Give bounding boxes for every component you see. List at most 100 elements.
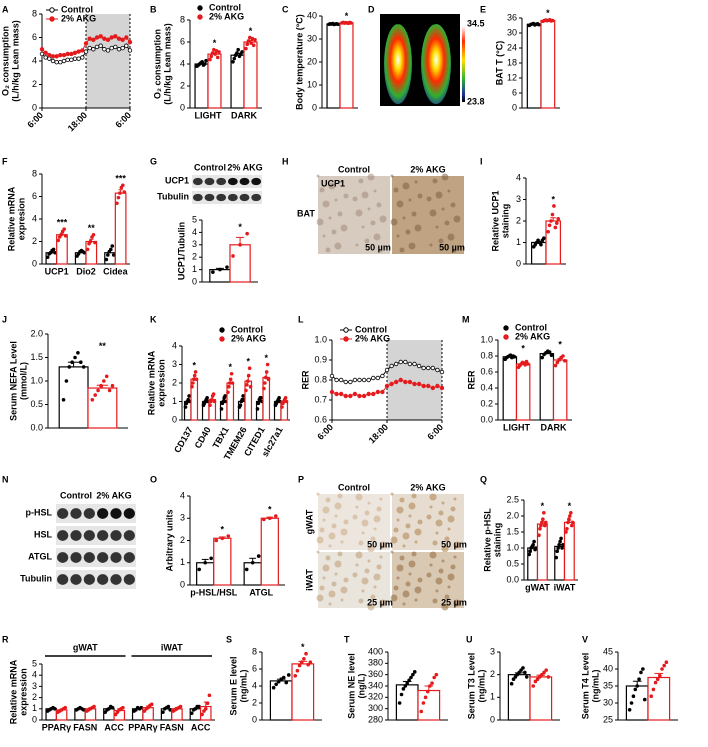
data-point <box>549 353 554 358</box>
data-point <box>246 39 251 43</box>
data-point <box>263 381 267 385</box>
micrograph-texture <box>376 506 382 512</box>
panel-letter: E <box>480 4 486 14</box>
micrograph-texture <box>408 242 416 250</box>
data-point <box>552 204 556 208</box>
data-point <box>407 379 413 385</box>
data-point <box>107 388 112 393</box>
data-point <box>277 396 281 400</box>
micrograph-texture <box>367 545 375 553</box>
x-tick-label: PPARγ <box>128 722 157 732</box>
micrograph-texture <box>402 544 406 548</box>
data-point <box>231 254 235 258</box>
legend-marker <box>197 14 203 20</box>
data-point <box>226 390 230 395</box>
micrograph-texture <box>390 174 394 178</box>
bar <box>545 220 561 265</box>
bar <box>647 676 671 721</box>
significance: * <box>268 504 272 514</box>
data-point <box>64 379 69 383</box>
micrograph-texture <box>396 564 404 572</box>
blot-band <box>83 574 95 585</box>
data-point <box>219 407 224 411</box>
bar <box>502 356 518 421</box>
micrograph-texture <box>414 224 422 232</box>
micrograph-texture <box>361 589 365 593</box>
data-point <box>541 517 545 521</box>
y-tick-label: 380 <box>368 658 383 668</box>
data-point <box>227 384 231 389</box>
image-label: 50 µm <box>439 242 465 252</box>
y-axis-label: (L/h/kg Lean mass) <box>162 23 172 105</box>
micrograph-texture <box>379 555 383 559</box>
data-point <box>115 201 119 206</box>
data-point <box>80 55 85 60</box>
micrograph-texture <box>322 234 326 238</box>
micrograph-texture <box>340 598 344 602</box>
y-axis-label: expression <box>18 668 28 716</box>
micrograph-texture <box>414 586 422 594</box>
data-point <box>127 40 133 45</box>
data-point <box>535 677 540 681</box>
data-point <box>149 702 154 707</box>
panel-letter: M <box>462 314 470 324</box>
data-point <box>63 234 68 238</box>
data-point <box>82 250 87 255</box>
data-point <box>192 373 197 378</box>
y-tick-label: 4 <box>192 227 197 237</box>
micrograph-texture <box>328 602 332 606</box>
bar <box>526 23 542 109</box>
data-point <box>524 675 529 679</box>
micrograph-texture <box>435 577 443 585</box>
micrograph-texture <box>405 581 411 587</box>
data-point <box>389 381 394 387</box>
y-tick-label: 360 <box>368 669 383 679</box>
micrograph-texture <box>328 216 332 220</box>
x-tick-label: PPARγ <box>42 722 71 732</box>
micrograph-texture <box>358 598 364 604</box>
data-point <box>256 401 261 406</box>
data-point <box>87 36 92 41</box>
y-tick-label: 2 <box>32 692 37 702</box>
x-tick-label: 6:00 <box>315 422 335 442</box>
y-tick-label: 30 <box>307 33 317 43</box>
micrograph-texture <box>355 563 359 567</box>
bar <box>196 562 215 586</box>
x-tick-label: ATGL <box>249 587 273 597</box>
data-point <box>168 708 172 712</box>
y-tick-label: 0.9 <box>314 354 327 364</box>
significance: * <box>228 362 232 372</box>
data-point <box>430 681 434 685</box>
micrograph-texture <box>340 540 344 544</box>
blot-band <box>70 574 82 585</box>
data-point <box>338 391 344 397</box>
significance: * <box>192 360 196 370</box>
image-label: 2% AKG <box>227 162 262 172</box>
micrograph-texture <box>355 243 359 247</box>
micrograph-texture <box>361 519 369 527</box>
data-point <box>73 355 77 360</box>
micrograph-texture <box>402 602 406 606</box>
panel-letter: A <box>2 4 9 14</box>
data-point <box>279 677 284 681</box>
significance: * <box>345 11 349 21</box>
data-point <box>256 554 261 558</box>
micrograph-texture <box>316 174 320 178</box>
y-tick-label: 0.4 <box>480 382 493 392</box>
panel-letter: I <box>480 156 483 166</box>
micrograph-texture <box>316 218 324 226</box>
data-point <box>428 684 432 688</box>
data-point <box>560 546 564 550</box>
legend-label: Control <box>231 324 263 334</box>
dark-phase <box>387 340 442 420</box>
panel-letter: H <box>282 156 289 166</box>
data-point <box>549 219 553 223</box>
bar <box>417 689 441 721</box>
data-point <box>553 225 558 230</box>
legend-marker <box>219 336 225 342</box>
data-point <box>542 670 546 675</box>
data-point <box>197 704 201 709</box>
data-point <box>226 534 231 538</box>
data-point <box>116 47 122 52</box>
